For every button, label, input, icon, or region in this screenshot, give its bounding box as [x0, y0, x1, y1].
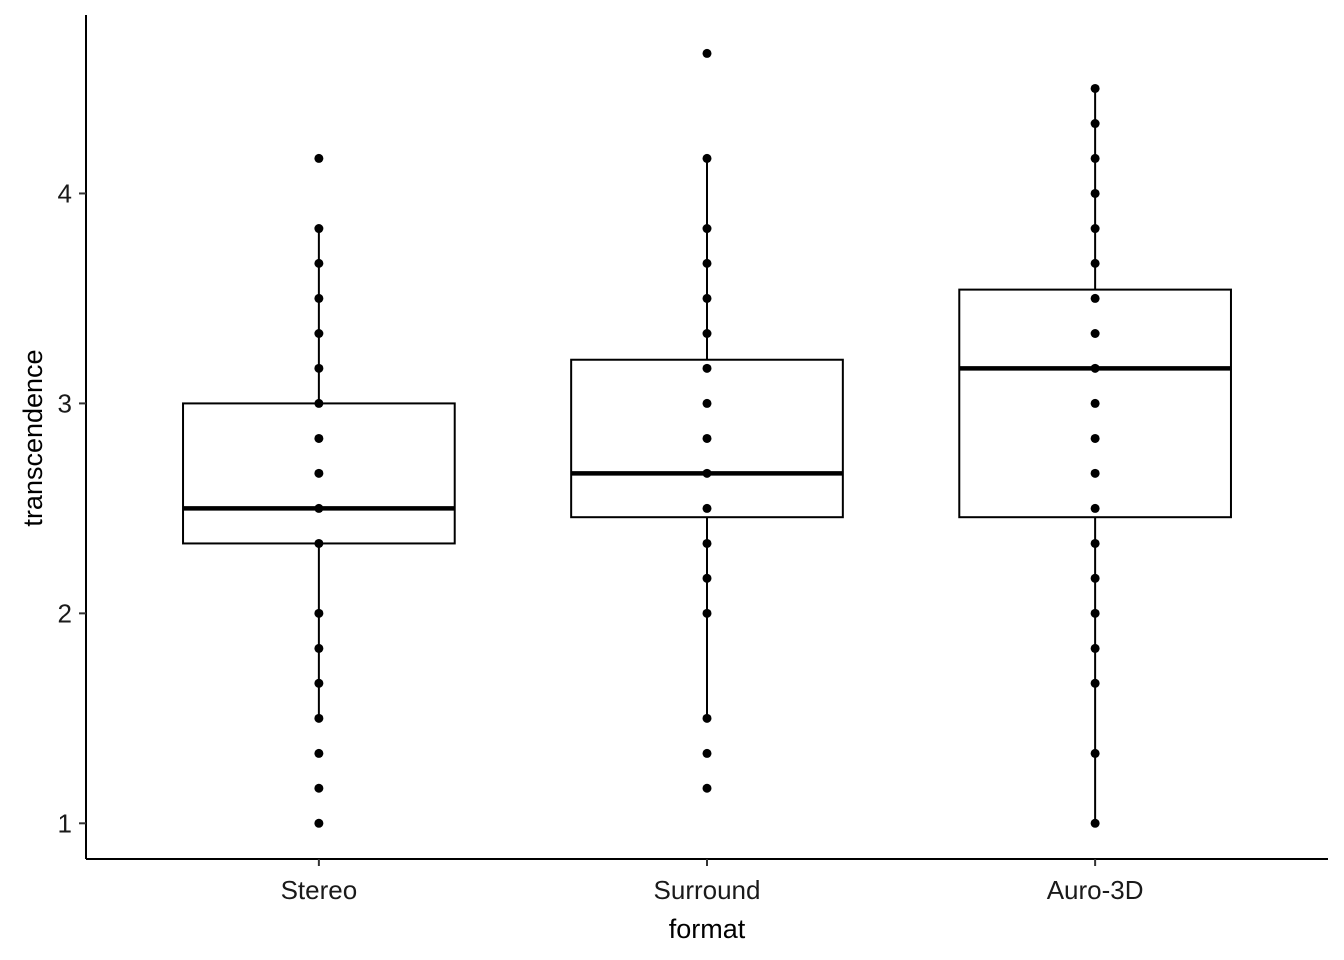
x-tick-label: Surround	[654, 875, 761, 905]
data-point	[702, 783, 712, 793]
data-point	[1090, 573, 1100, 583]
points-surround	[702, 48, 712, 793]
box-surround	[570, 158, 844, 719]
data-point	[1090, 224, 1100, 234]
x-axis-title: format	[669, 914, 746, 944]
data-point	[702, 293, 712, 303]
y-tick-label: 3	[58, 388, 72, 418]
data-point	[702, 153, 712, 163]
x-tick-label: Stereo	[281, 875, 358, 905]
data-point	[314, 224, 324, 234]
data-point	[314, 608, 324, 618]
data-point	[702, 748, 712, 758]
data-point	[1090, 398, 1100, 408]
data-point	[1090, 363, 1100, 373]
data-point	[702, 328, 712, 338]
data-point	[702, 258, 712, 268]
data-point	[1090, 538, 1100, 548]
points-stereo	[314, 153, 324, 828]
y-tick-label: 2	[58, 598, 72, 628]
data-point	[1090, 328, 1100, 338]
box-auro-3d	[958, 88, 1232, 824]
data-point	[314, 258, 324, 268]
data-point	[702, 363, 712, 373]
data-point	[1090, 258, 1100, 268]
data-point	[314, 818, 324, 828]
data-point	[702, 713, 712, 723]
data-point	[702, 224, 712, 234]
x-tick-label: Auro-3D	[1047, 875, 1144, 905]
data-point	[314, 293, 324, 303]
data-point	[314, 678, 324, 688]
data-point	[1090, 748, 1100, 758]
data-point	[1090, 188, 1100, 198]
data-point	[702, 398, 712, 408]
data-point	[314, 783, 324, 793]
data-point	[1090, 503, 1100, 513]
data-point	[1090, 293, 1100, 303]
plot-area	[182, 48, 1232, 828]
data-point	[702, 503, 712, 513]
data-point	[314, 643, 324, 653]
y-tick-label: 1	[58, 808, 72, 838]
data-point	[1090, 83, 1100, 93]
data-point	[314, 363, 324, 373]
data-point	[314, 503, 324, 513]
data-point	[314, 538, 324, 548]
data-point	[702, 538, 712, 548]
points-auro-3d	[1090, 83, 1100, 828]
data-point	[1090, 468, 1100, 478]
data-point	[314, 153, 324, 163]
data-point	[1090, 643, 1100, 653]
data-point	[1090, 433, 1100, 443]
data-point	[314, 328, 324, 338]
data-point	[1090, 818, 1100, 828]
data-point	[314, 748, 324, 758]
y-axis-title: transcendence	[18, 349, 48, 526]
data-point	[1090, 153, 1100, 163]
data-point	[702, 468, 712, 478]
data-point	[314, 398, 324, 408]
data-point	[1090, 678, 1100, 688]
data-point	[314, 713, 324, 723]
data-point	[702, 608, 712, 618]
data-point	[314, 433, 324, 443]
data-point	[1090, 608, 1100, 618]
y-tick-label: 4	[58, 178, 72, 208]
data-point	[702, 433, 712, 443]
data-point	[702, 48, 712, 58]
data-point	[702, 573, 712, 583]
axis-ticks: 1 2 3 4 Stereo Surround Auro-3D	[58, 178, 1144, 905]
data-point	[314, 468, 324, 478]
data-point	[1090, 119, 1100, 129]
